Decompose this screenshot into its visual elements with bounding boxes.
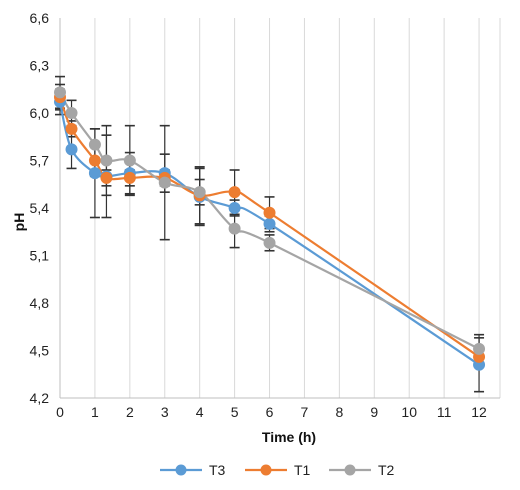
- legend-marker: [260, 464, 272, 476]
- x-tick-label: 8: [335, 404, 343, 420]
- y-tick-label: 5,7: [30, 153, 50, 169]
- series-points: [54, 86, 486, 371]
- data-point-T3: [228, 202, 241, 214]
- x-tick-labels: 0 1 2 3 4 5 6 7 8 9 10 11 12: [56, 404, 487, 420]
- x-tick-label: 5: [231, 404, 239, 420]
- data-point-T3: [88, 167, 101, 180]
- legend-item-T3: T3: [160, 462, 226, 478]
- y-tick-label: 4,5: [30, 343, 50, 359]
- legend-label: T1: [294, 462, 311, 478]
- y-tick-labels: 4,2 4,5 4,8 5,1 5,4 5,7 6,0 6,3 6,6: [30, 10, 50, 406]
- data-point-T1: [88, 154, 101, 167]
- x-tick-label: 2: [126, 404, 134, 420]
- x-tick-label: 4: [196, 404, 204, 420]
- x-tick-label: 10: [401, 404, 417, 420]
- data-point-T2: [473, 342, 486, 355]
- data-point-T2: [65, 107, 78, 119]
- data-point-T2: [193, 186, 206, 199]
- x-tick-label: 12: [471, 404, 487, 420]
- data-point-T1: [263, 206, 276, 219]
- y-axis-title: pH: [11, 213, 27, 232]
- x-tick-label: 9: [370, 404, 378, 420]
- data-point-T2: [228, 222, 241, 235]
- x-axis-title: Time (h): [262, 429, 316, 445]
- legend-item-T1: T1: [245, 462, 311, 478]
- x-tick-label: 11: [437, 404, 452, 420]
- data-point-T1: [65, 122, 78, 135]
- legend-marker: [175, 464, 187, 476]
- axes: [59, 18, 500, 399]
- y-tick-label: 4,8: [30, 295, 50, 311]
- grid-lines: [59, 18, 501, 398]
- y-tick-label: 6,6: [30, 10, 50, 26]
- data-point-T1: [228, 186, 241, 199]
- x-tick-label: 7: [301, 404, 309, 420]
- data-point-T2: [123, 154, 136, 167]
- data-point-T2: [158, 176, 171, 189]
- data-point-T1: [100, 171, 113, 184]
- data-point-T2: [100, 154, 113, 167]
- x-tick-label: 3: [161, 404, 169, 420]
- y-tick-label: 6,3: [30, 58, 50, 74]
- data-point-T3: [263, 217, 276, 230]
- y-tick-label: 5,1: [30, 248, 50, 264]
- y-tick-label: 4,2: [30, 390, 50, 406]
- legend: T3 T1 T2: [160, 462, 395, 478]
- legend-marker: [344, 464, 356, 476]
- y-tick-label: 6,0: [30, 105, 50, 121]
- legend-item-T2: T2: [329, 462, 395, 478]
- x-tick-label: 6: [266, 404, 274, 420]
- y-tick-label: 5,4: [30, 200, 50, 216]
- data-point-T2: [263, 236, 276, 249]
- legend-label: T2: [378, 462, 395, 478]
- x-tick-label: 1: [91, 404, 99, 420]
- data-point-T1: [123, 171, 136, 184]
- legend-label: T3: [209, 462, 226, 478]
- data-point-T3: [65, 143, 78, 156]
- data-point-T2: [88, 138, 101, 151]
- x-tick-label: 0: [56, 404, 64, 420]
- data-point-T2: [54, 86, 66, 99]
